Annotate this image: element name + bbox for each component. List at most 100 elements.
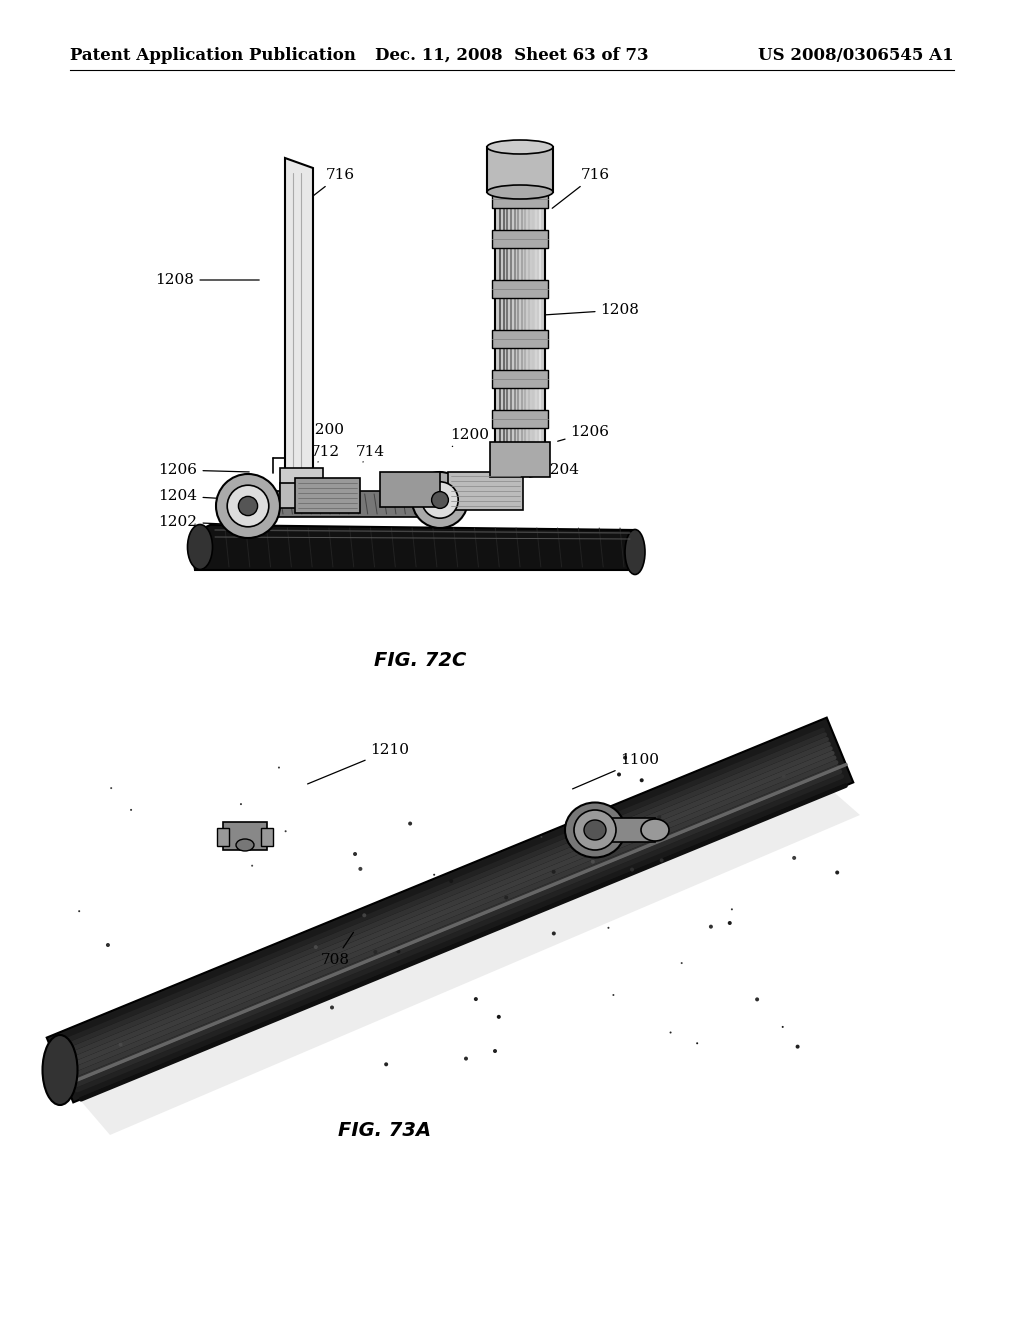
Text: 1208: 1208	[156, 273, 259, 286]
Ellipse shape	[641, 818, 669, 841]
Circle shape	[302, 888, 304, 891]
Bar	[449, 473, 523, 510]
Ellipse shape	[487, 185, 553, 199]
Ellipse shape	[216, 474, 280, 539]
Ellipse shape	[431, 491, 449, 508]
Circle shape	[301, 904, 303, 906]
Circle shape	[174, 1011, 176, 1012]
Ellipse shape	[584, 820, 606, 840]
Circle shape	[630, 808, 634, 812]
Ellipse shape	[187, 524, 213, 569]
Polygon shape	[495, 147, 545, 473]
Circle shape	[424, 809, 426, 812]
Circle shape	[163, 954, 165, 957]
Circle shape	[367, 907, 371, 911]
Text: US 2008/0306545 A1: US 2008/0306545 A1	[759, 46, 954, 63]
Text: FIG. 73A: FIG. 73A	[339, 1121, 431, 1139]
Circle shape	[458, 990, 460, 993]
Circle shape	[80, 789, 82, 792]
Circle shape	[452, 774, 454, 775]
Bar	[280, 469, 323, 492]
Circle shape	[508, 1060, 510, 1061]
Text: 1208: 1208	[546, 304, 639, 317]
FancyBboxPatch shape	[272, 491, 449, 517]
Text: 1200: 1200	[305, 422, 344, 444]
Text: 1206: 1206	[558, 425, 609, 441]
Text: Patent Application Publication: Patent Application Publication	[70, 46, 356, 63]
Text: 1202: 1202	[159, 515, 245, 529]
Circle shape	[525, 755, 529, 759]
Circle shape	[811, 812, 813, 814]
Text: 1100: 1100	[572, 752, 659, 789]
Circle shape	[113, 853, 115, 855]
Text: 716: 716	[552, 168, 609, 209]
Circle shape	[654, 1063, 657, 1067]
Circle shape	[319, 1059, 322, 1061]
Circle shape	[692, 945, 696, 949]
Circle shape	[214, 1067, 218, 1071]
Ellipse shape	[227, 486, 268, 527]
Circle shape	[616, 1022, 618, 1023]
Circle shape	[343, 1018, 347, 1022]
Ellipse shape	[422, 482, 458, 519]
Bar	[295, 478, 360, 513]
Circle shape	[224, 822, 226, 825]
Circle shape	[776, 961, 780, 965]
Circle shape	[63, 808, 68, 812]
Circle shape	[766, 956, 770, 960]
Ellipse shape	[574, 810, 616, 850]
Bar	[280, 483, 318, 508]
Text: 716: 716	[297, 168, 354, 209]
Text: FIG. 72C: FIG. 72C	[374, 651, 466, 669]
Bar	[600, 818, 655, 842]
Text: 1206: 1206	[159, 463, 249, 477]
Circle shape	[144, 825, 146, 828]
Bar	[492, 280, 548, 298]
Circle shape	[821, 1026, 825, 1030]
Bar	[492, 230, 548, 248]
Circle shape	[579, 803, 581, 805]
Bar	[217, 828, 229, 846]
Polygon shape	[190, 525, 640, 570]
Circle shape	[624, 812, 626, 813]
Polygon shape	[80, 780, 860, 1135]
Circle shape	[776, 985, 780, 990]
Circle shape	[243, 1057, 245, 1060]
Ellipse shape	[565, 803, 625, 858]
Bar	[380, 473, 440, 507]
Bar	[492, 330, 548, 348]
Text: 708: 708	[321, 932, 353, 968]
Ellipse shape	[236, 840, 254, 851]
Circle shape	[87, 957, 89, 960]
Bar	[492, 190, 548, 209]
Circle shape	[600, 863, 604, 867]
Circle shape	[453, 962, 455, 964]
Circle shape	[201, 771, 203, 774]
Circle shape	[76, 793, 78, 796]
Circle shape	[237, 981, 239, 982]
Ellipse shape	[487, 140, 553, 154]
Circle shape	[285, 896, 287, 899]
Text: 714: 714	[355, 445, 385, 462]
Bar	[492, 370, 548, 388]
Text: 1204: 1204	[159, 488, 245, 503]
Circle shape	[471, 965, 473, 968]
Polygon shape	[285, 158, 313, 488]
Bar	[487, 147, 553, 191]
Bar	[223, 822, 267, 850]
Bar	[492, 411, 548, 428]
Text: 712: 712	[310, 445, 340, 462]
Circle shape	[471, 822, 474, 826]
Polygon shape	[47, 718, 853, 1102]
Circle shape	[434, 948, 436, 950]
Text: 1210: 1210	[307, 743, 410, 784]
Circle shape	[681, 995, 685, 999]
Text: 1200: 1200	[451, 428, 489, 446]
Circle shape	[446, 981, 449, 982]
Bar	[261, 828, 273, 846]
Ellipse shape	[43, 1035, 78, 1105]
Circle shape	[562, 944, 566, 948]
Circle shape	[170, 924, 172, 927]
Circle shape	[159, 985, 163, 989]
Circle shape	[530, 762, 532, 763]
